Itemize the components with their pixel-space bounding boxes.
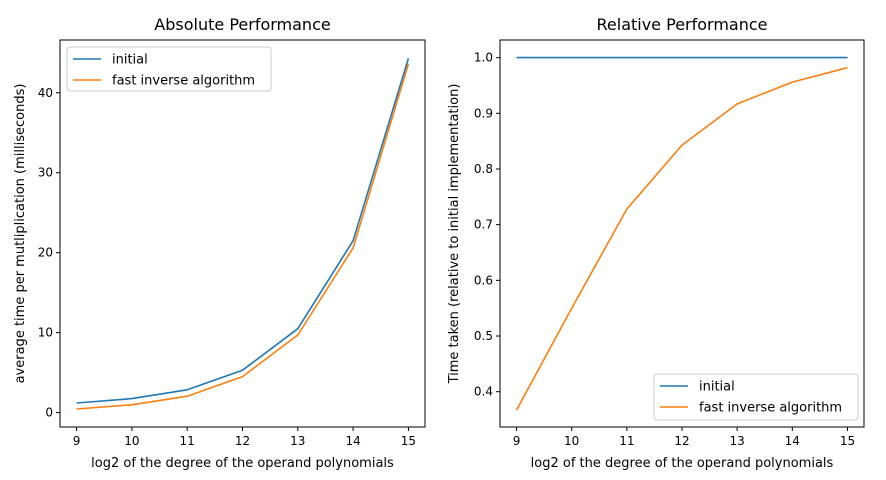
series-line-fast-inverse-algorithm: [76, 63, 410, 410]
legend-label: initial: [699, 380, 735, 395]
legend-box: [653, 373, 859, 421]
axes-frame: [59, 39, 426, 428]
y-tick-label: 10: [38, 326, 53, 340]
x-tick-label: 12: [235, 434, 250, 448]
plot-area: [515, 56, 848, 411]
y-tick-label: 30: [38, 166, 53, 180]
x-axis-label: log2 of the degree of the operand polyno…: [531, 456, 834, 471]
x-tick-label: 13: [730, 434, 745, 448]
x-tick-label: 11: [619, 434, 634, 448]
tick-layer: 9 10 11 12 13 14 15 0.4 0.5 0.6 0.7 0.8 0.9 1.0: [474, 51, 855, 448]
x-tick-label: 12: [674, 434, 689, 448]
x-tick-label: 11: [180, 434, 195, 448]
legend-label: initial: [112, 53, 148, 68]
tick-layer: 9 10 11 12 13 14 15 0 10 20 30 40: [38, 86, 416, 448]
x-tick-label: 14: [345, 434, 360, 448]
x-tick-label: 15: [840, 434, 855, 448]
chart-absolute-performance: Absolute Performance 9 10 11 12 13 14 15 0 10 20 3…: [13, 15, 426, 471]
legend: initial fast inverse algorithm: [653, 373, 859, 421]
series-line-initial: [76, 58, 410, 404]
chart-relative-performance: Relative Performance 9 10 11 12 13 14 15 0.4 0.5…: [447, 15, 865, 471]
axes-frame: [499, 39, 865, 428]
x-tick-label: 9: [73, 434, 81, 448]
legend-label: fast inverse algorithm: [112, 74, 255, 89]
y-axis-label: average time per mutliplication (millise…: [13, 84, 28, 384]
y-axis-label: Time taken (relative to initial implemen…: [447, 84, 462, 385]
legend-box: [66, 46, 272, 92]
x-tick-label: 14: [785, 434, 800, 448]
y-tick-label: 1.0: [474, 51, 493, 65]
x-tick-label: 15: [401, 434, 416, 448]
plot-area: [76, 58, 410, 410]
y-tick-label: 0.5: [474, 329, 493, 343]
y-tick-label: 0.6: [474, 273, 493, 287]
series-line-fast-inverse-algorithm: [515, 66, 848, 411]
y-tick-label: 0.4: [474, 385, 493, 399]
chart-title: Relative Performance: [597, 15, 768, 34]
x-tick-label: 10: [564, 434, 579, 448]
chart-title: Absolute Performance: [154, 15, 330, 34]
x-axis-label: log2 of the degree of the operand polyno…: [91, 456, 394, 471]
y-tick-label: 0.8: [474, 162, 493, 176]
y-tick-label: 20: [38, 246, 53, 260]
legend: initial fast inverse algorithm: [66, 46, 272, 92]
y-tick-label: 0: [45, 406, 53, 420]
x-tick-label: 13: [290, 434, 305, 448]
legend-label: fast inverse algorithm: [699, 401, 842, 416]
x-tick-label: 9: [513, 434, 521, 448]
y-tick-label: 40: [38, 86, 53, 100]
y-tick-label: 0.7: [474, 218, 493, 232]
x-tick-label: 10: [124, 434, 139, 448]
y-tick-label: 0.9: [474, 106, 493, 120]
